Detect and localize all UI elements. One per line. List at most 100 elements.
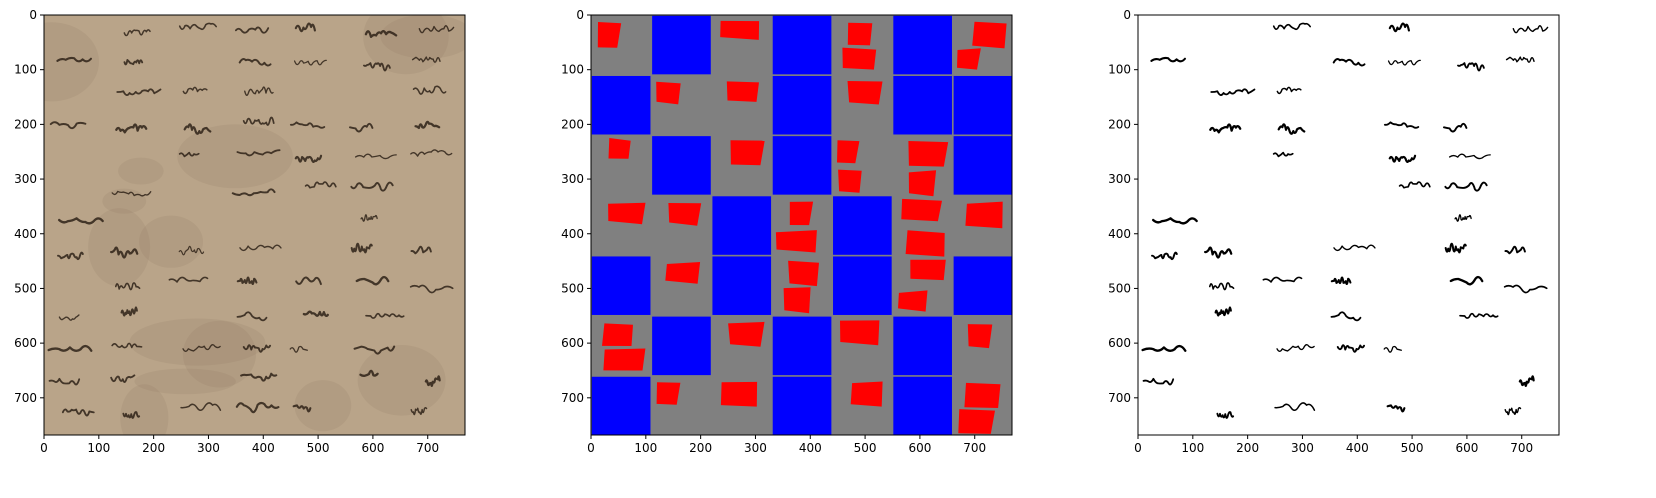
y-tick-label: 0 <box>1123 8 1131 22</box>
handwriting-stroke <box>49 121 87 130</box>
x-tick-label: 0 <box>587 441 595 455</box>
patch-mask-panel: 0 100 200 300 400 500 600 700 0 100 200 300 400 500 60… <box>561 8 1013 455</box>
handwriting-stroke <box>1204 246 1233 259</box>
handwriting-stroke <box>242 116 275 126</box>
handwriting-stroke <box>1457 62 1485 72</box>
handwriting-stroke <box>1448 153 1491 160</box>
handwriting-stroke <box>294 154 323 163</box>
handwriting-stroke <box>178 245 205 256</box>
original-document-panel: 0 100 200 300 400 500 600 700 0 100 200 300 400 500 60… <box>14 8 466 455</box>
handwriting-stroke <box>1150 56 1187 63</box>
panel-background <box>44 15 465 435</box>
handwriting-stroke <box>1272 22 1311 31</box>
red-patch <box>972 21 1007 49</box>
red-patch <box>847 81 883 105</box>
red-patch <box>603 348 646 371</box>
red-patch <box>842 47 877 70</box>
paper-stain <box>357 345 446 416</box>
x-tick-label: 500 <box>854 441 877 455</box>
handwriting-stroke <box>1332 58 1366 67</box>
binarized-document-panel: 0 100 200 300 400 500 600 700 0 100 200 300 400 500 60… <box>1108 8 1560 455</box>
handwriting-stroke <box>1151 217 1198 225</box>
x-tick-label: 300 <box>197 441 220 455</box>
blue-patch <box>833 196 892 255</box>
y-tick-label: 600 <box>561 336 584 350</box>
paper-stain <box>118 157 164 185</box>
handwriting-stroke <box>244 86 274 96</box>
red-patch <box>840 320 880 346</box>
x-tick-label: 300 <box>1291 441 1314 455</box>
handwriting-stroke <box>1276 86 1302 95</box>
handwriting-stroke <box>182 86 208 95</box>
y-tick-label: 500 <box>14 281 37 295</box>
red-patch <box>656 81 681 105</box>
red-patch <box>898 290 928 312</box>
handwriting-stroke <box>1330 276 1352 285</box>
y-tick-label: 400 <box>14 227 37 241</box>
handwriting-stroke <box>57 251 84 261</box>
plot-area <box>591 15 1012 435</box>
handwriting-stroke <box>58 314 80 321</box>
handwriting-stroke <box>363 62 391 72</box>
blue-patch <box>652 136 711 195</box>
handwriting-stroke <box>123 29 151 37</box>
blue-patch <box>652 15 711 75</box>
red-patch <box>726 81 759 102</box>
blue-patch <box>712 256 772 315</box>
handwriting-stroke <box>1386 404 1406 413</box>
red-patch <box>847 22 873 46</box>
red-patch <box>608 202 646 225</box>
handwriting-stroke <box>235 401 280 414</box>
handwriting-stroke <box>302 310 330 318</box>
handwriting-stroke <box>1216 411 1235 419</box>
x-tick-label: 100 <box>87 441 110 455</box>
blue-patch <box>652 316 711 376</box>
handwriting-stroke <box>1454 214 1472 222</box>
handwriting-stroke <box>1210 88 1256 96</box>
handwriting-stroke <box>56 56 93 63</box>
panel-background <box>1138 15 1559 435</box>
x-tick-label: 400 <box>1346 441 1369 455</box>
x-tick-label: 600 <box>361 441 384 455</box>
handwriting-stroke <box>236 149 281 157</box>
red-patch <box>964 382 1001 408</box>
y-tick-label: 100 <box>561 63 584 77</box>
handwriting-stroke <box>294 22 316 33</box>
handwriting-stroke <box>240 372 278 382</box>
handwriting-stroke <box>1504 245 1526 255</box>
red-patch <box>957 48 981 70</box>
handwriting-stroke <box>110 246 139 259</box>
handwriting-stroke <box>1142 377 1175 386</box>
handwriting-stroke <box>1449 275 1484 286</box>
red-patch <box>850 381 883 407</box>
y-tick-label: 100 <box>1108 63 1131 77</box>
handwriting-stroke <box>1387 59 1421 66</box>
handwriting-stroke <box>242 344 272 353</box>
handwriting-stroke <box>1274 402 1316 412</box>
y-tick-label: 400 <box>1108 227 1131 241</box>
x-tick-label: 100 <box>634 441 657 455</box>
y-tick-label: 0 <box>29 8 37 22</box>
red-patch <box>656 382 681 405</box>
handwriting-stroke <box>239 244 282 252</box>
handwriting-stroke <box>410 245 432 255</box>
handwriting-stroke <box>236 311 268 322</box>
handwriting-stroke <box>304 181 337 189</box>
y-tick-label: 400 <box>561 227 584 241</box>
handwriting-stroke <box>231 188 276 197</box>
handwriting-strokes <box>1141 22 1549 419</box>
handwriting-stroke <box>411 56 441 63</box>
x-tick-label: 700 <box>416 441 439 455</box>
x-tick-label: 300 <box>744 441 767 455</box>
y-tick-label: 700 <box>1108 391 1131 405</box>
handwriting-stroke <box>48 377 81 386</box>
red-patch <box>783 287 811 314</box>
handwriting-stroke <box>182 344 221 352</box>
blue-patch <box>772 75 832 135</box>
handwriting-stroke <box>350 242 373 254</box>
handwriting-stroke <box>1398 181 1431 189</box>
handwriting-stroke <box>293 59 327 66</box>
blue-patch <box>953 136 1012 195</box>
handwriting-stroke <box>1383 121 1420 129</box>
